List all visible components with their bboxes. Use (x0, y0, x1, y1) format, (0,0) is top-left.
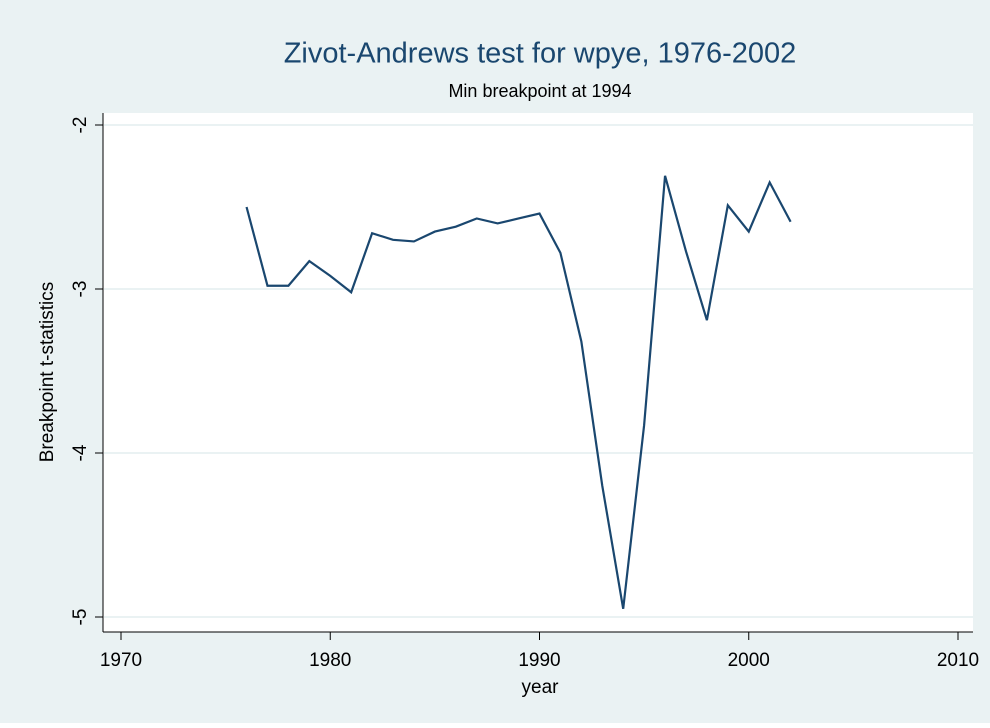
y-tick-label: -2 (70, 117, 91, 134)
chart-subtitle: Min breakpoint at 1994 (448, 81, 631, 101)
y-tick-label: -4 (70, 444, 91, 461)
x-tick-label: 1970 (100, 650, 142, 671)
y-axis-title: Breakpoint t-statistics (37, 282, 58, 463)
x-tick-label: 1990 (518, 650, 560, 671)
x-tick-label: 2000 (728, 650, 770, 671)
y-tick-label: -5 (70, 609, 91, 626)
x-tick-label: 1980 (309, 650, 351, 671)
chart-title: Zivot-Andrews test for wpye, 1976-2002 (284, 38, 797, 70)
data-line (245, 175, 792, 609)
y-tick-label: -3 (70, 281, 91, 298)
x-axis-title: year (522, 677, 560, 698)
x-tick-label: 2010 (937, 650, 979, 671)
plot-region (103, 113, 973, 632)
